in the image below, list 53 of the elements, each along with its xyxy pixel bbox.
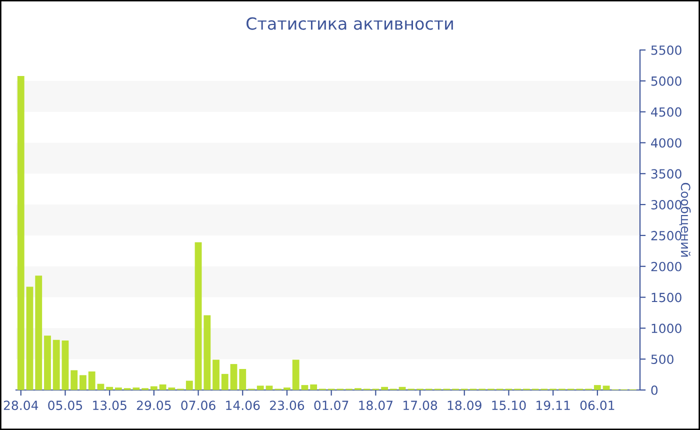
bar bbox=[204, 315, 211, 390]
bar bbox=[221, 374, 228, 390]
x-tick-label: 19.11 bbox=[536, 400, 570, 410]
bar bbox=[266, 386, 273, 390]
bar bbox=[230, 364, 238, 390]
x-tick-label: 01.07 bbox=[314, 400, 348, 410]
x-tick-label: 18.09 bbox=[448, 400, 482, 410]
bar bbox=[594, 385, 601, 390]
x-tick-label: 13.05 bbox=[93, 400, 126, 410]
y-tick-label: 1500 bbox=[652, 292, 682, 302]
bar bbox=[52, 340, 60, 390]
bar bbox=[62, 340, 69, 390]
x-tick-label: 28.04 bbox=[4, 400, 38, 410]
y-tick-label: 1000 bbox=[652, 324, 682, 334]
x-tick-label: 15.10 bbox=[492, 400, 526, 410]
bar bbox=[35, 276, 42, 390]
bar bbox=[381, 386, 388, 390]
x-tick-label: 07.06 bbox=[181, 400, 216, 410]
bar bbox=[301, 385, 308, 390]
bar bbox=[292, 360, 300, 390]
bar bbox=[310, 384, 318, 390]
y-tick-label: 5000 bbox=[651, 76, 682, 86]
bar bbox=[80, 375, 86, 390]
y-tick-label: 4000 bbox=[651, 138, 682, 148]
y-tick-label: 4500 bbox=[651, 107, 682, 117]
bar bbox=[398, 386, 406, 390]
bar bbox=[17, 76, 24, 390]
x-tick-label: 18.07 bbox=[359, 400, 392, 410]
y-tick-label: 5500 bbox=[651, 45, 682, 55]
chart-title: Статистика активности bbox=[246, 17, 453, 30]
x-tick-label: 06.01 bbox=[580, 400, 614, 410]
bar bbox=[212, 360, 220, 390]
y-tick-label: 3500 bbox=[651, 169, 682, 179]
y-tick-label: 0 bbox=[651, 385, 658, 395]
bar bbox=[239, 368, 246, 390]
x-tick-label: 29.05 bbox=[136, 400, 171, 410]
bar bbox=[26, 286, 34, 390]
bar bbox=[44, 336, 51, 390]
x-tick-label: 17.08 bbox=[404, 400, 438, 410]
y-tick-label: 2500 bbox=[651, 230, 682, 240]
bar bbox=[70, 370, 78, 390]
bar bbox=[256, 386, 264, 390]
bar bbox=[194, 242, 202, 390]
y-tick-label: 2000 bbox=[651, 262, 682, 272]
x-tick-label: 05.05 bbox=[48, 400, 82, 410]
bar bbox=[106, 386, 114, 390]
x-tick-label: 23.06 bbox=[270, 400, 304, 410]
x-tick-label: 14.06 bbox=[226, 400, 260, 410]
y-tick-label: 500 bbox=[651, 354, 674, 364]
y-axis-title: Сообщений bbox=[679, 182, 691, 257]
bar bbox=[150, 386, 158, 390]
bar bbox=[186, 380, 193, 390]
y-tick-label: 3000 bbox=[651, 200, 682, 210]
